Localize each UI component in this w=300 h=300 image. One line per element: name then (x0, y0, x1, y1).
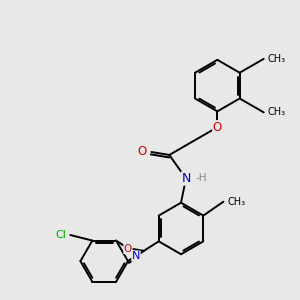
Text: Cl: Cl (56, 230, 66, 240)
Text: CH₃: CH₃ (268, 54, 286, 64)
Text: CH₃: CH₃ (227, 197, 245, 207)
Text: N: N (181, 172, 191, 185)
Text: N: N (132, 251, 140, 261)
Text: O: O (137, 146, 146, 158)
Text: CH₃: CH₃ (268, 107, 286, 117)
Text: O: O (213, 121, 222, 134)
Text: O: O (124, 244, 132, 254)
Text: -H: -H (196, 172, 207, 182)
